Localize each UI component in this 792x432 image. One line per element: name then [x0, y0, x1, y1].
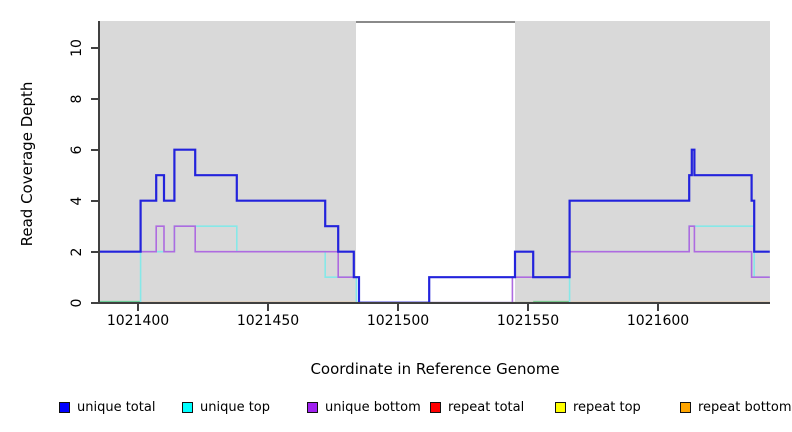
legend-item-repeat-top: repeat top	[555, 399, 641, 415]
x-tick-label: 1021550	[496, 313, 560, 329]
x-axis-line	[98, 302, 770, 304]
x-tick-mark	[137, 304, 139, 311]
legend-item-unique-top: unique top	[182, 399, 270, 415]
y-tick-mark	[91, 97, 99, 100]
x-tick-mark	[527, 304, 529, 311]
y-tick-mark	[91, 148, 99, 151]
legend-swatch-icon	[430, 401, 441, 413]
y-axis-title: Read Coverage Depth	[18, 81, 36, 247]
x-tick-mark	[657, 304, 659, 311]
y-tick-label: 4	[69, 196, 85, 206]
series-line-unique-top	[99, 225, 770, 304]
legend-item-repeat-bottom: repeat bottom	[680, 399, 792, 415]
y-tick-label: 8	[69, 94, 85, 104]
legend-swatch-icon	[182, 401, 193, 413]
y-tick-mark	[91, 199, 99, 202]
y-axis-line	[98, 21, 100, 304]
legend-swatch-icon	[680, 401, 691, 413]
y-tick-label: 6	[69, 145, 85, 155]
legend-label: unique total	[77, 399, 156, 415]
legend-label: repeat top	[573, 399, 641, 415]
legend-swatch-icon	[307, 401, 318, 413]
legend-swatch-icon	[59, 401, 70, 413]
y-tick-mark	[91, 250, 99, 253]
masked-repeat-region	[356, 21, 515, 303]
legend-item-unique-total: unique total	[59, 399, 155, 415]
legend-label: repeat total	[448, 399, 525, 415]
series-line-unique-total	[99, 148, 770, 304]
x-axis-title: Coordinate in Reference Genome	[310, 360, 560, 378]
y-tick-mark	[91, 301, 99, 304]
y-tick-label: 2	[69, 247, 85, 257]
y-tick-label: 0	[69, 298, 85, 308]
x-tick-label: 1021450	[236, 313, 300, 329]
legend-item-unique-bottom: unique bottom	[307, 399, 421, 415]
x-tick-mark	[397, 304, 399, 311]
x-tick-label: 1021600	[626, 313, 690, 329]
x-tick-label: 1021400	[106, 313, 170, 329]
y-tick-label: 10	[69, 38, 85, 57]
legend-swatch-icon	[555, 401, 566, 413]
series-line-unique-bottom	[99, 225, 770, 304]
x-tick-label: 1021500	[366, 313, 430, 329]
legend-item-repeat-total: repeat total	[430, 399, 524, 415]
y-tick-mark	[91, 46, 99, 49]
legend-label: unique top	[200, 399, 271, 415]
legend-label: repeat bottom	[698, 399, 792, 415]
legend-label: unique bottom	[325, 399, 421, 415]
x-tick-mark	[267, 304, 269, 311]
